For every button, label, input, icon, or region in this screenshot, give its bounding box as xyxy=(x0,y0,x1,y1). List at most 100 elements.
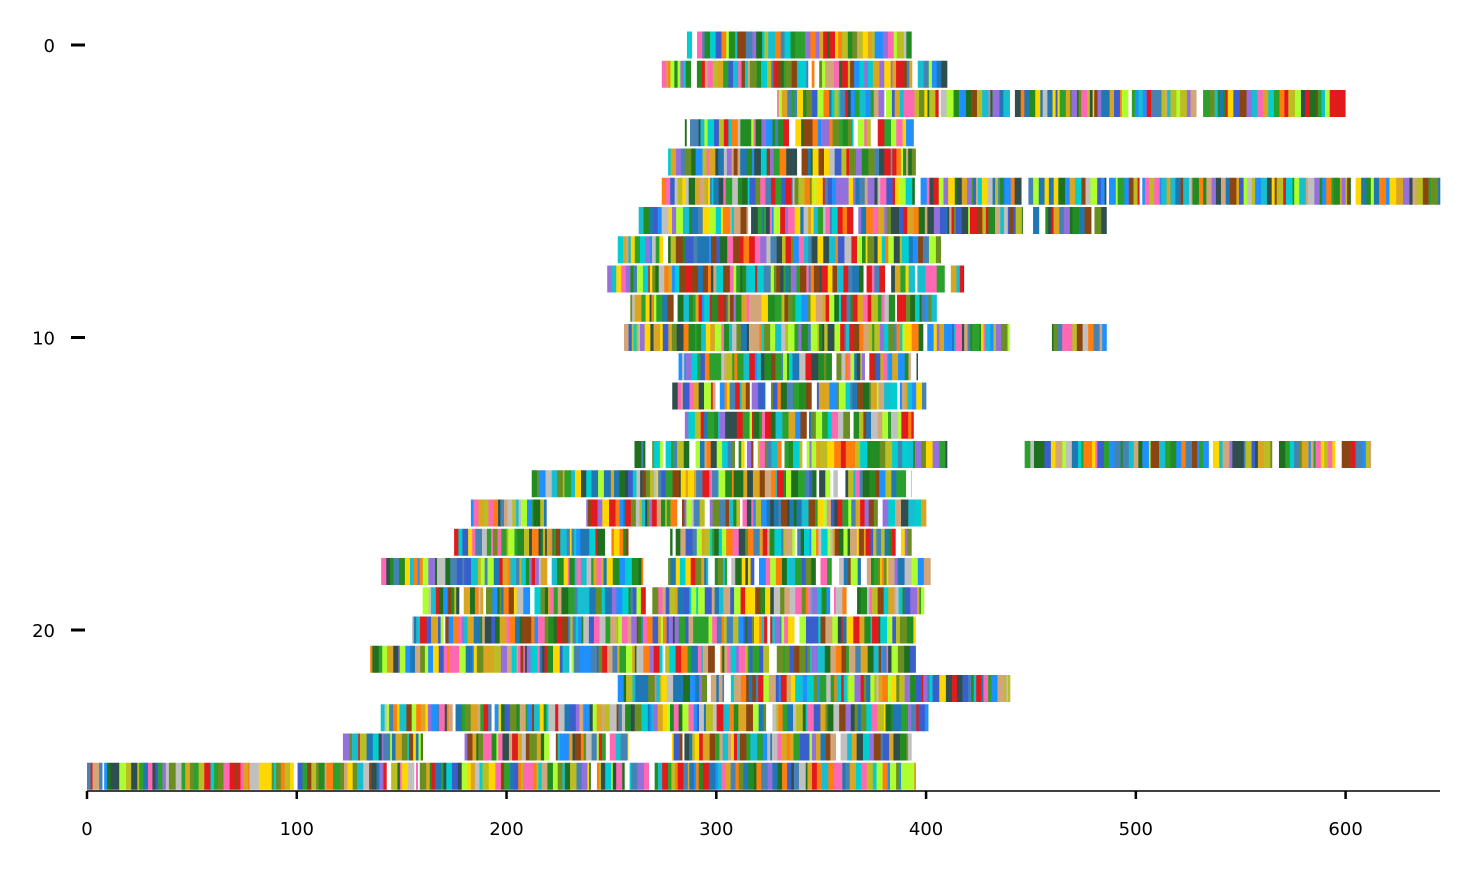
bar-stripe xyxy=(910,295,915,322)
bar-stripe xyxy=(1103,90,1110,117)
bar-stripe xyxy=(863,470,870,497)
bar-stripe xyxy=(663,324,669,351)
bar-stripe xyxy=(803,675,808,702)
bar-stripe xyxy=(853,178,856,205)
bar-stripe xyxy=(703,763,709,790)
bar-stripe xyxy=(467,734,472,761)
bar-stripe xyxy=(763,704,766,731)
bar-stripe xyxy=(1097,441,1104,468)
bar-stripe xyxy=(484,704,489,731)
bar-stripe xyxy=(682,734,684,761)
bar-stripe xyxy=(872,32,875,59)
bar-stripe xyxy=(1340,90,1345,117)
bar-stripe xyxy=(587,763,589,790)
bar-stripe xyxy=(1416,178,1423,205)
bar-stripe xyxy=(605,763,611,790)
bar-stripe xyxy=(839,704,846,731)
bar-stripe xyxy=(1066,441,1072,468)
bar-stripe xyxy=(771,266,775,293)
bar-stripe xyxy=(819,470,825,497)
bar-stripe xyxy=(796,500,801,527)
bar-stripe xyxy=(1022,178,1029,205)
bar-stripe xyxy=(837,675,842,702)
bar-stripe xyxy=(626,236,628,263)
bar-stripe xyxy=(458,617,461,644)
bar-stripe xyxy=(1386,178,1390,205)
bar-stripe xyxy=(507,500,512,527)
bar-stripe xyxy=(867,587,870,614)
bar-stripe xyxy=(605,617,610,644)
bar-stripe xyxy=(548,646,554,673)
bar-stripe xyxy=(620,500,624,527)
bar-stripe xyxy=(832,617,838,644)
bar-stripe xyxy=(193,763,198,790)
bar-stripe xyxy=(462,617,464,644)
bar-stripe xyxy=(678,383,682,410)
bar-stripe xyxy=(495,704,499,731)
bar-stripe xyxy=(715,646,721,673)
bar-stripe xyxy=(912,558,919,585)
bar-stripe xyxy=(1024,90,1030,117)
bar-stripe xyxy=(873,763,877,790)
bar-stripe xyxy=(826,675,831,702)
bar-stripe xyxy=(1336,178,1340,205)
bar-stripe xyxy=(895,295,897,322)
bar-stripe xyxy=(892,61,896,88)
bar-stripe xyxy=(927,178,930,205)
bar-stripe xyxy=(696,149,703,176)
bar-stripe xyxy=(516,558,520,585)
bar-stripe xyxy=(915,500,921,527)
bar-stripe xyxy=(853,470,855,497)
bar-stripe xyxy=(758,383,764,410)
bar-stripe xyxy=(575,558,577,585)
bar-stripe xyxy=(889,295,896,322)
bar-stripe xyxy=(1135,90,1139,117)
bar-stripe xyxy=(99,763,103,790)
bar-stripe xyxy=(797,90,803,117)
bar-stripe xyxy=(781,383,787,410)
bar-stripe xyxy=(454,587,456,614)
bar-stripe xyxy=(773,646,777,673)
bar-stripe xyxy=(734,207,741,234)
bar-stripe xyxy=(987,178,992,205)
bar-stripe xyxy=(727,295,729,322)
bar-stripe xyxy=(898,558,905,585)
bar-stripe xyxy=(958,178,960,205)
bar-stripe xyxy=(1370,441,1371,468)
bar-stripe xyxy=(748,178,750,205)
bar-stripe xyxy=(724,149,727,176)
bar-stripe xyxy=(1199,178,1203,205)
bar-stripe xyxy=(908,412,911,439)
bar-stripe xyxy=(382,734,384,761)
bar-stripe xyxy=(1120,90,1122,117)
bar-stripe xyxy=(970,324,972,351)
bar-stripe xyxy=(916,353,918,380)
bar-stripe xyxy=(836,734,841,761)
bar-stripe xyxy=(1197,441,1199,468)
bar-stripe xyxy=(772,119,775,146)
bar-stripe xyxy=(898,441,903,468)
bar-stripe xyxy=(555,704,558,731)
bar-stripe xyxy=(702,295,705,322)
bar-stripe xyxy=(711,266,714,293)
bar-stripe xyxy=(1170,178,1175,205)
bar-stripe xyxy=(640,470,643,497)
bar-stripe xyxy=(498,529,502,556)
bar-stripe xyxy=(646,470,650,497)
bar-stripe xyxy=(622,704,625,731)
bar-stripe xyxy=(636,500,640,527)
bar-stripe xyxy=(476,763,479,790)
bar-stripe xyxy=(859,617,864,644)
bar-stripe xyxy=(888,675,892,702)
bar-stripe xyxy=(577,763,583,790)
bar-stripe xyxy=(786,149,793,176)
bar-stripe xyxy=(691,149,696,176)
bar-stripe xyxy=(1267,178,1272,205)
bar-stripe xyxy=(238,763,241,790)
bar-stripe xyxy=(545,646,548,673)
bar-stripe xyxy=(669,617,672,644)
bar-stripe xyxy=(616,734,621,761)
bar-stripe xyxy=(1124,178,1129,205)
bar-stripe xyxy=(926,295,929,322)
bar-stripe xyxy=(588,500,591,527)
